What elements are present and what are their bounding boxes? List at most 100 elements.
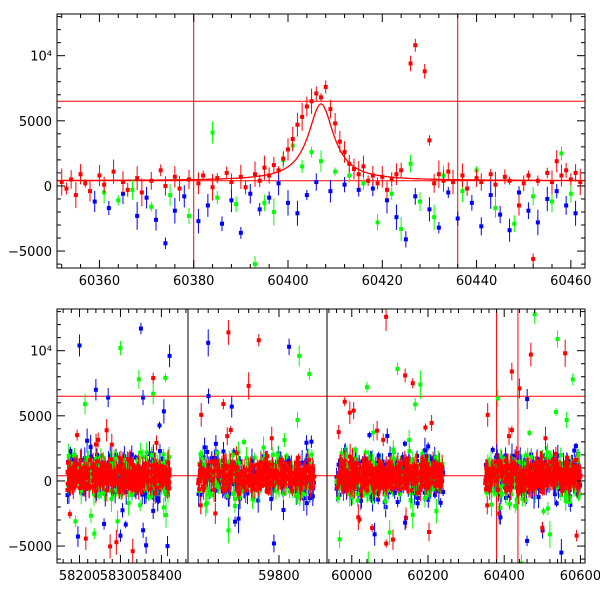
data-point bbox=[345, 454, 350, 459]
data-point bbox=[423, 467, 428, 472]
data-point bbox=[297, 461, 302, 466]
data-point bbox=[302, 472, 307, 477]
data-point bbox=[220, 221, 224, 226]
data-point bbox=[297, 495, 302, 500]
data-point bbox=[554, 189, 559, 194]
data-point bbox=[253, 172, 257, 177]
data-point bbox=[90, 471, 95, 476]
data-point bbox=[323, 84, 328, 89]
data-point bbox=[352, 477, 357, 482]
data-point bbox=[433, 471, 438, 476]
data-point bbox=[389, 456, 394, 461]
data-point bbox=[552, 492, 557, 497]
data-point bbox=[153, 491, 158, 496]
data-point bbox=[65, 487, 70, 492]
data-point bbox=[115, 480, 120, 485]
data-point bbox=[198, 451, 203, 456]
data-point bbox=[261, 468, 266, 473]
data-point bbox=[94, 442, 99, 447]
data-point bbox=[465, 186, 470, 191]
data-point bbox=[303, 464, 308, 469]
data-point bbox=[286, 457, 291, 462]
data-point bbox=[225, 434, 230, 439]
data-point bbox=[391, 450, 396, 455]
data-point bbox=[271, 483, 276, 488]
data-point bbox=[526, 208, 531, 213]
data-point bbox=[532, 494, 537, 499]
data-point bbox=[365, 471, 370, 476]
data-point bbox=[201, 488, 206, 493]
data-point bbox=[83, 536, 88, 541]
data-point bbox=[422, 496, 427, 501]
data-point bbox=[123, 522, 128, 527]
data-point bbox=[264, 464, 269, 469]
data-point bbox=[198, 466, 203, 471]
data-point bbox=[201, 173, 206, 178]
data-point bbox=[336, 430, 341, 435]
data-point bbox=[517, 190, 521, 195]
data-point bbox=[74, 478, 79, 483]
data-point bbox=[277, 484, 282, 489]
data-point bbox=[384, 483, 389, 488]
data-point bbox=[83, 181, 88, 186]
data-point bbox=[446, 169, 451, 174]
data-point bbox=[117, 455, 122, 460]
data-point bbox=[217, 482, 222, 487]
data-point bbox=[163, 481, 168, 486]
data-point bbox=[434, 509, 439, 514]
data-point bbox=[149, 204, 154, 209]
data-point bbox=[160, 470, 165, 475]
data-point bbox=[276, 168, 281, 173]
data-point bbox=[402, 441, 407, 446]
data-point bbox=[202, 445, 207, 450]
data-point bbox=[87, 486, 92, 491]
data-point bbox=[524, 489, 529, 494]
data-point bbox=[120, 508, 125, 513]
data-point bbox=[304, 501, 309, 506]
data-point bbox=[94, 478, 99, 483]
data-point bbox=[265, 476, 270, 481]
data-point bbox=[220, 458, 225, 463]
data-point bbox=[73, 474, 78, 479]
data-point bbox=[106, 206, 111, 211]
data-point bbox=[403, 237, 408, 242]
data-point bbox=[576, 463, 581, 468]
bottom-panel: 58200 58300 58400 59800 60000 60200 60400 60600… bbox=[8, 308, 600, 584]
data-point bbox=[399, 226, 404, 231]
data-point bbox=[335, 485, 340, 490]
data-point bbox=[281, 156, 286, 161]
data-point bbox=[93, 457, 98, 462]
data-point bbox=[307, 469, 312, 474]
data-point bbox=[370, 525, 375, 530]
data-point bbox=[269, 436, 274, 441]
data-point bbox=[129, 452, 134, 457]
data-point bbox=[441, 490, 446, 495]
data-point bbox=[408, 497, 413, 502]
data-point bbox=[205, 203, 210, 208]
data-point bbox=[439, 478, 444, 483]
data-point bbox=[424, 454, 429, 459]
data-point bbox=[144, 543, 149, 548]
data-point bbox=[561, 461, 566, 466]
data-point bbox=[392, 491, 397, 496]
data-point bbox=[138, 482, 143, 487]
top-axes: 60360 60380 60400 60420 60440 60460 −5000 0 5000… bbox=[8, 14, 592, 289]
data-point bbox=[101, 460, 106, 465]
data-point bbox=[131, 472, 136, 477]
data-point bbox=[257, 178, 262, 183]
data-point bbox=[413, 43, 418, 48]
data-point bbox=[163, 488, 168, 493]
data-point bbox=[424, 474, 429, 479]
data-point bbox=[206, 394, 211, 399]
data-point bbox=[414, 463, 419, 468]
data-point bbox=[283, 461, 288, 466]
data-point bbox=[312, 474, 317, 479]
data-point bbox=[362, 465, 367, 470]
data-point bbox=[428, 458, 433, 463]
data-point bbox=[67, 476, 72, 481]
data-point bbox=[521, 181, 526, 186]
data-point bbox=[407, 449, 412, 454]
data-point bbox=[72, 483, 77, 488]
data-point bbox=[271, 163, 276, 168]
data-point bbox=[559, 173, 564, 178]
